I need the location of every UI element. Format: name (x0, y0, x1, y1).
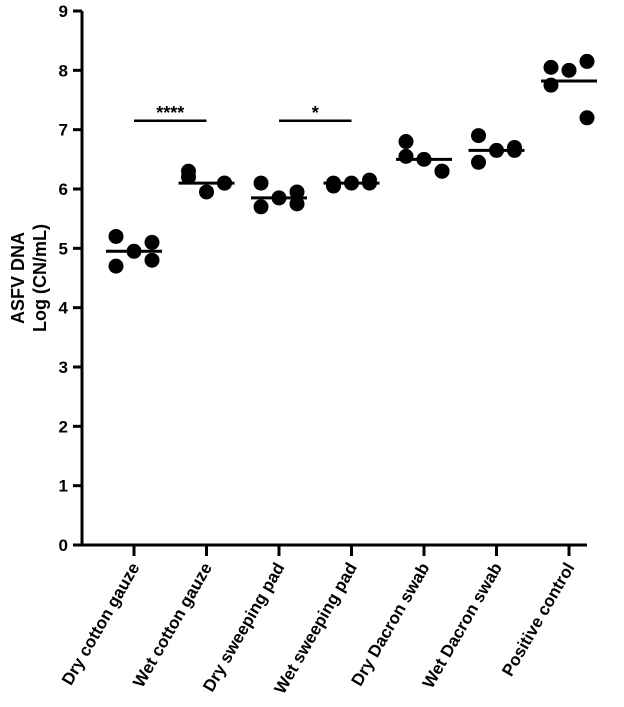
data-point (398, 134, 414, 150)
x-tick-label: Dry sweeping pad (199, 560, 288, 695)
y-tick-label: 9 (59, 2, 68, 21)
y-tick-label: 7 (59, 121, 68, 140)
y-tick-label: 8 (59, 61, 68, 80)
y-tick-label: 5 (59, 239, 68, 258)
data-point (579, 110, 595, 126)
y-tick-label: 2 (59, 417, 68, 436)
data-point (398, 148, 414, 164)
data-point (181, 163, 196, 179)
data-point (144, 252, 160, 268)
data-point (253, 175, 269, 191)
x-tick-label: Wet sweeping pad (271, 560, 361, 698)
y-tick-label: 1 (59, 477, 68, 496)
y-tick-label: 0 (59, 536, 68, 555)
y-axis-label: Log (CN/mL) (30, 224, 50, 332)
x-tick-label: Positive control (498, 560, 578, 680)
data-point (326, 178, 341, 194)
y-tick-label: 3 (59, 358, 68, 377)
data-point (253, 199, 269, 215)
y-tick-label: 6 (59, 180, 68, 199)
data-point (289, 196, 305, 212)
data-point (289, 184, 305, 200)
data-point (199, 184, 214, 200)
x-tick-label: Dry cotton gauze (58, 560, 143, 689)
data-point (108, 258, 124, 274)
data-point (543, 59, 559, 75)
data-point (471, 128, 486, 144)
data-point (561, 62, 577, 78)
significance-label: **** (156, 103, 184, 123)
x-tick-label: Wet Dacron swab (419, 560, 506, 692)
data-point (108, 228, 124, 244)
y-axis-label: ASFV DNA (8, 232, 28, 324)
y-tick-label: 4 (59, 299, 69, 318)
x-tick-label: Wet cotton gauze (129, 560, 216, 691)
x-tick-label: Dry Dacron swab (348, 560, 434, 690)
data-point (471, 154, 486, 170)
significance-label: * (312, 103, 319, 123)
data-point (579, 53, 595, 69)
data-point (144, 234, 160, 250)
data-point (434, 163, 450, 179)
